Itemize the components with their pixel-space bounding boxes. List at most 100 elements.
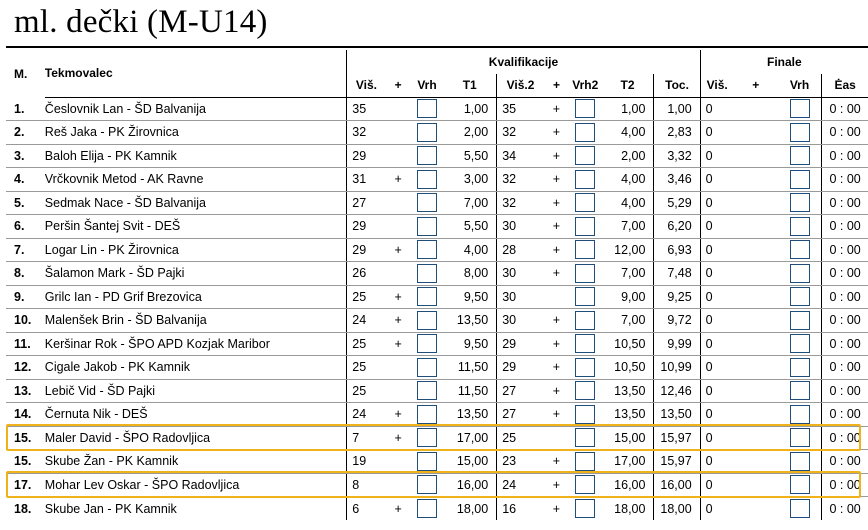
plus2-cell: + — [543, 191, 570, 215]
height-cell: 6 — [346, 496, 386, 520]
top2-checkbox[interactable] — [575, 216, 596, 236]
top2-checkbox[interactable] — [575, 451, 596, 471]
final-top-checkbox[interactable] — [789, 99, 810, 119]
header-vrh: Vrh — [410, 73, 444, 98]
rank-cell: 5. — [6, 191, 45, 215]
height-cell: 29 — [346, 238, 386, 262]
competitor-name: Česlovnik Lan - ŠD Balvanija — [44, 97, 347, 121]
time-cell: 0 : 00 — [821, 167, 868, 192]
final-plus-cell — [733, 191, 778, 215]
top-checkbox[interactable] — [416, 216, 437, 236]
final-top-checkbox[interactable] — [789, 428, 810, 448]
top-checkbox[interactable] — [416, 240, 437, 260]
top2-checkbox[interactable] — [575, 428, 596, 448]
plus-cell: + — [385, 332, 411, 356]
top-checkbox[interactable] — [416, 287, 437, 307]
header-final-vrh: Vrh — [777, 73, 822, 98]
table-row: 14. Černuta Nik - DEŠ 24 +13,50 27 +13,50 13,5… — [6, 402, 868, 427]
top-checkbox[interactable] — [416, 404, 437, 424]
points-cell: 1,00 — [653, 97, 701, 121]
final-top-checkbox[interactable] — [789, 287, 810, 307]
top-checkbox[interactable] — [416, 146, 437, 166]
plus2-cell: + — [543, 144, 570, 168]
top-checkbox[interactable] — [416, 451, 437, 471]
time-cell: 0 : 00 — [821, 426, 868, 450]
top-checkbox[interactable] — [416, 475, 437, 495]
final-top-checkbox[interactable] — [789, 193, 810, 213]
top-checkbox[interactable] — [416, 428, 437, 448]
top-checkbox[interactable] — [416, 99, 437, 119]
top-checkbox[interactable] — [416, 169, 437, 189]
final-top-checkbox[interactable] — [789, 122, 810, 142]
plus2-cell: + — [543, 473, 570, 497]
height2-cell: 25 — [496, 426, 544, 450]
top2-checkbox[interactable] — [575, 404, 596, 424]
points-cell: 12,46 — [653, 379, 701, 403]
top-checkbox[interactable] — [416, 357, 437, 377]
height2-cell: 32 — [496, 120, 544, 145]
final-top-checkbox[interactable] — [789, 334, 810, 354]
top2-checkbox[interactable] — [575, 122, 596, 142]
height-cell: 19 — [346, 449, 386, 474]
points-cell: 15,97 — [653, 449, 701, 474]
final-top-checkbox[interactable] — [789, 169, 810, 189]
final-plus-cell — [733, 449, 778, 474]
height-cell: 24 — [346, 402, 386, 427]
final-top-checkbox[interactable] — [789, 263, 810, 283]
results-table: M. Tekmovalec Kvalifikacije Finale Viš. … — [6, 50, 868, 520]
t2-cell: 12,00 — [601, 238, 654, 262]
height-cell: 32 — [346, 120, 386, 145]
top-checkbox[interactable] — [416, 310, 437, 330]
final-top-checkbox[interactable] — [789, 310, 810, 330]
final-top-checkbox[interactable] — [789, 146, 810, 166]
time-cell: 0 : 00 — [821, 238, 868, 262]
top2-checkbox[interactable] — [575, 475, 596, 495]
final-top-checkbox[interactable] — [789, 357, 810, 377]
top2-checkbox[interactable] — [575, 99, 596, 119]
final-top-checkbox[interactable] — [789, 475, 810, 495]
height-cell: 31 — [346, 167, 386, 192]
rank-cell: 11. — [6, 332, 45, 356]
table-row: 8. Šalamon Mark - ŠD Pajki 26 8,00 30 +7,00 7,… — [6, 261, 868, 286]
final-top-checkbox[interactable] — [789, 499, 810, 518]
top2-checkbox[interactable] — [575, 334, 596, 354]
top-checkbox[interactable] — [416, 334, 437, 354]
final-plus-cell — [733, 332, 778, 356]
top-checkbox[interactable] — [416, 122, 437, 142]
final-top-checkbox[interactable] — [789, 216, 810, 236]
points-cell: 9,99 — [653, 332, 701, 356]
rank-cell: 14. — [6, 402, 45, 427]
t2-cell: 4,00 — [601, 191, 654, 215]
top2-checkbox[interactable] — [575, 310, 596, 330]
t2-cell: 2,00 — [601, 144, 654, 168]
final-top-checkbox[interactable] — [789, 240, 810, 260]
final-top-checkbox[interactable] — [789, 381, 810, 401]
top2-checkbox[interactable] — [575, 381, 596, 401]
top2-checkbox[interactable] — [575, 240, 596, 260]
final-top-checkbox[interactable] — [789, 404, 810, 424]
t1-cell: 16,00 — [443, 473, 497, 497]
final-plus-cell — [733, 214, 778, 239]
height-cell: 7 — [346, 426, 386, 450]
height2-cell: 30 — [496, 285, 544, 309]
top2-checkbox[interactable] — [575, 263, 596, 283]
final-height-cell: 0 — [699, 97, 734, 121]
final-plus-cell — [733, 426, 778, 450]
top-checkbox[interactable] — [416, 193, 437, 213]
plus2-cell: + — [543, 214, 570, 239]
top2-checkbox[interactable] — [575, 169, 596, 189]
top2-checkbox[interactable] — [575, 146, 596, 166]
top2-checkbox[interactable] — [575, 287, 596, 307]
t1-cell: 15,00 — [443, 449, 497, 474]
top-checkbox[interactable] — [416, 263, 437, 283]
final-top-checkbox[interactable] — [789, 451, 810, 471]
top2-checkbox[interactable] — [575, 357, 596, 377]
top-checkbox[interactable] — [416, 381, 437, 401]
table-row: 15. Maler David - ŠPO Radovljica 7 +17,00 25… — [6, 426, 868, 450]
top2-checkbox[interactable] — [575, 499, 596, 518]
height-cell: 25 — [346, 379, 386, 403]
height-cell: 25 — [346, 332, 386, 356]
top2-checkbox[interactable] — [575, 193, 596, 213]
final-height-cell: 0 — [699, 120, 734, 145]
top-checkbox[interactable] — [416, 499, 437, 518]
